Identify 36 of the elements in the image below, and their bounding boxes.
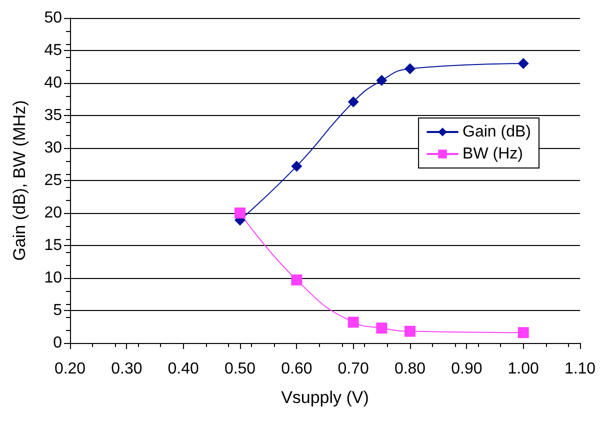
x-tick-label: 1.10	[564, 360, 596, 378]
x-tick-label: 0.90	[451, 360, 482, 378]
point	[291, 160, 302, 172]
y-tick-label: 20	[44, 204, 62, 222]
y-tick-label: 10	[44, 270, 62, 286]
y-tick-label: 45	[44, 42, 62, 59]
y-tick-label: 15	[44, 237, 62, 254]
legend-label: Gain (dB)	[462, 124, 531, 140]
x-axis-title: Vsupply (V)	[281, 388, 369, 407]
x-tick-label: 0.40	[168, 360, 200, 378]
point	[348, 96, 359, 108]
y-tick-label: 30	[44, 140, 62, 156]
y-tick-label: 50	[44, 10, 62, 26]
point	[291, 274, 302, 286]
x-tick-label: 0.70	[338, 360, 370, 378]
point	[404, 326, 416, 337]
point	[518, 58, 529, 69]
y-tick-label: 5	[53, 302, 62, 319]
legend-label: BW (Hz)	[462, 146, 523, 162]
point	[376, 74, 388, 86]
point	[404, 63, 416, 74]
x-tick-label: 1.00	[508, 360, 540, 378]
x-tick-label: 0.20	[54, 360, 86, 378]
x-tick-label: 0.30	[111, 360, 142, 378]
point	[518, 327, 529, 338]
y-tick-label: 25	[44, 172, 62, 189]
y-axis-title: Gain (dB), BW (MHz)	[10, 100, 29, 261]
point	[234, 208, 246, 218]
point	[376, 322, 388, 334]
y-tick-label: 0	[53, 334, 62, 352]
x-tick-label: 0.80	[394, 360, 426, 378]
point	[348, 316, 359, 328]
x-tick-label: 0.60	[281, 360, 312, 378]
x-tick-label: 0.50	[224, 360, 256, 378]
y-tick-label: 40	[44, 74, 62, 92]
y-tick-label: 35	[44, 107, 62, 124]
